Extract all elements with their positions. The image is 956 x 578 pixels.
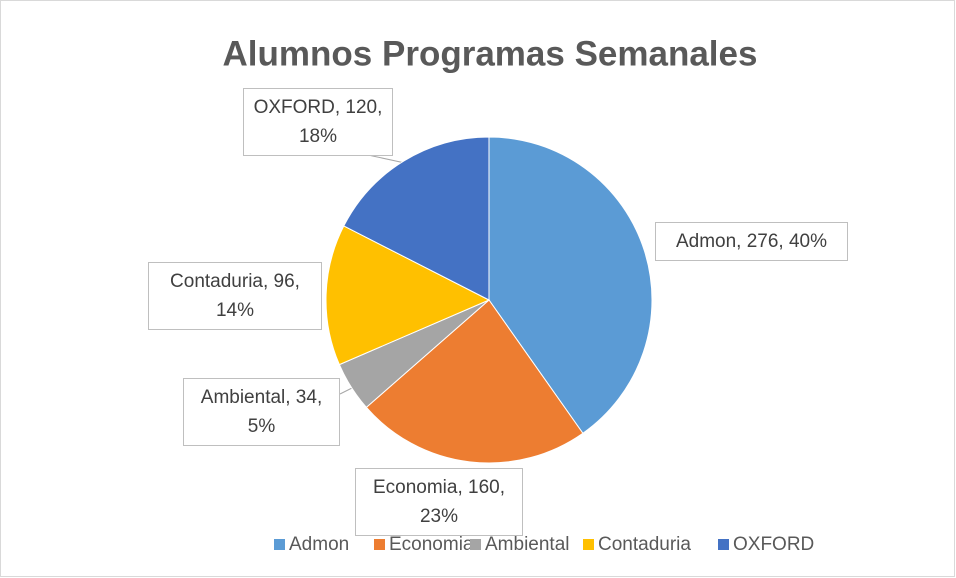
legend-swatch (583, 539, 594, 550)
data-label: Economia, 160, 23% (355, 468, 523, 536)
legend-label: Contaduria (598, 534, 691, 555)
legend-label: Ambiental (485, 534, 570, 555)
legend-swatch (374, 539, 385, 550)
legend-label: Economia (389, 534, 474, 555)
data-label: Contaduria, 96, 14% (148, 262, 322, 330)
leader-line (367, 154, 406, 164)
legend-swatch (470, 539, 481, 550)
pie-slice (325, 225, 491, 366)
data-label: OXFORD, 120, 18% (243, 88, 393, 156)
pie-slice (488, 136, 653, 434)
legend-label: Admon (289, 534, 349, 555)
data-label: Admon, 276, 40% (655, 222, 848, 261)
pie-slice (365, 299, 584, 464)
chart-title: Alumnos Programas Semanales (223, 34, 758, 73)
data-label: Ambiental, 34, 5% (183, 378, 340, 446)
legend-swatch (718, 539, 729, 550)
pie-slice (343, 136, 490, 301)
legend-swatch (274, 539, 285, 550)
legend-label: OXFORD (733, 534, 814, 555)
